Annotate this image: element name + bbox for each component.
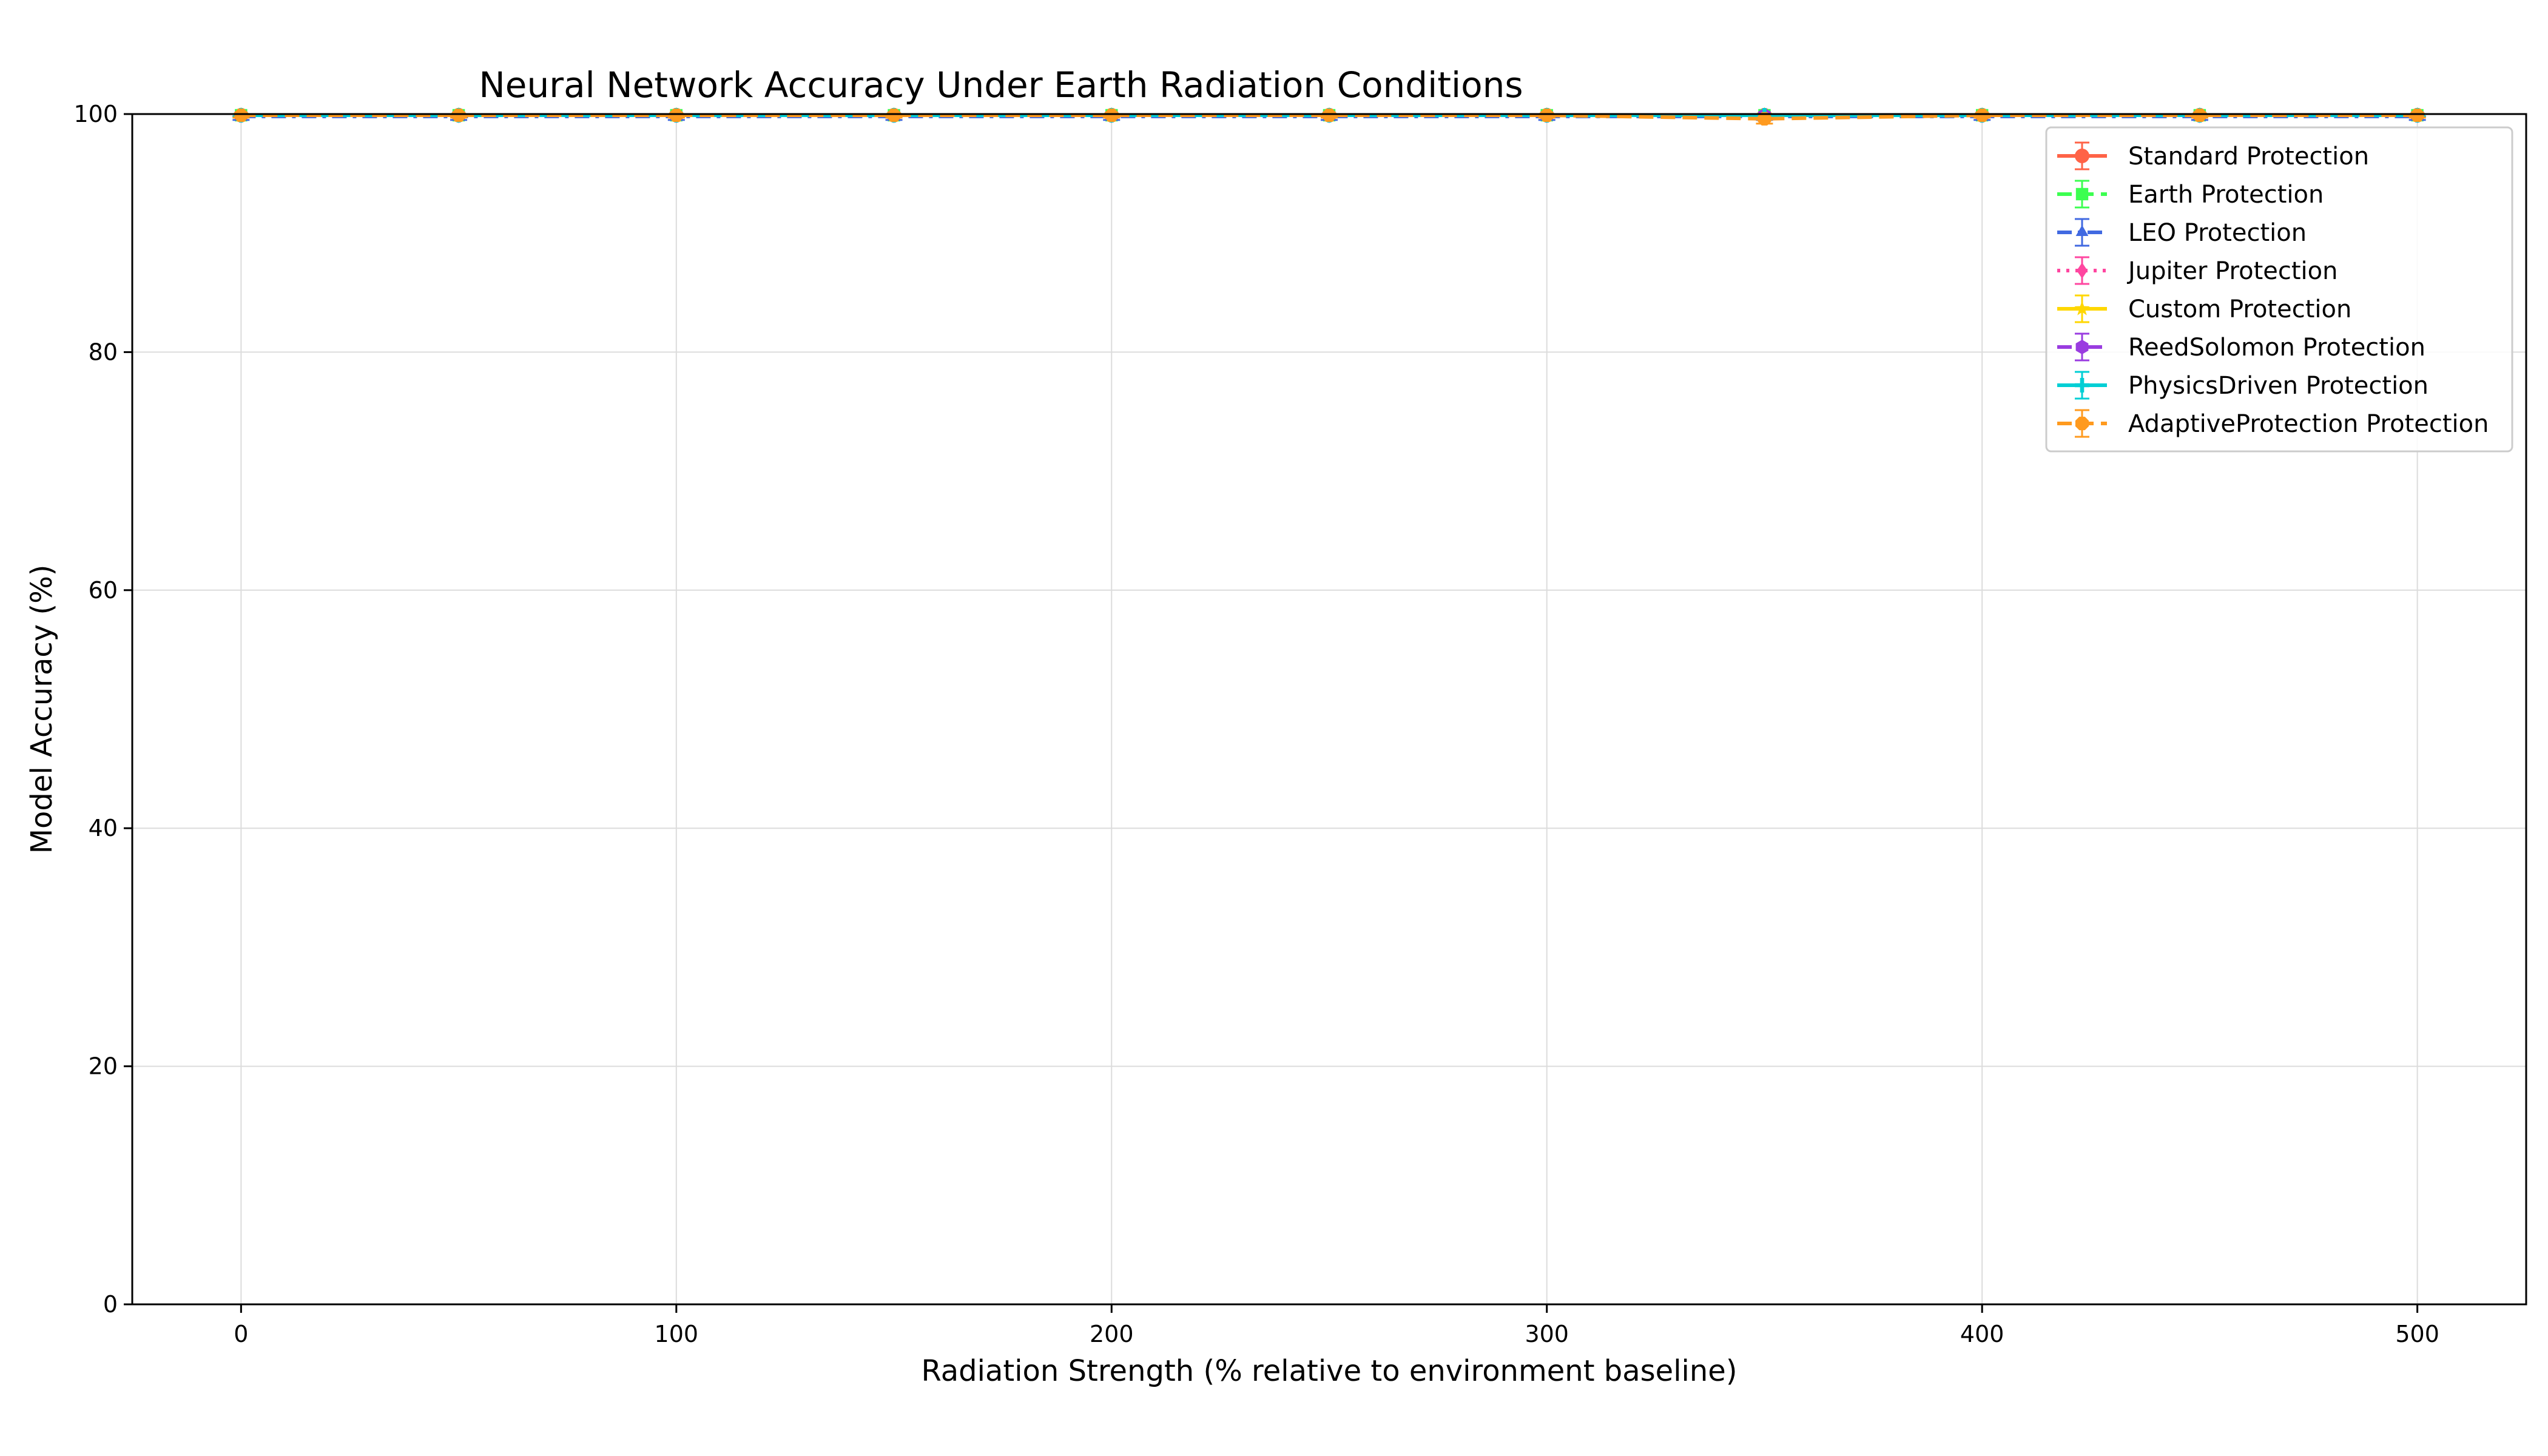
- legend-marker: [2074, 300, 2090, 315]
- data-point: [234, 108, 248, 122]
- legend-entry: Custom Protection: [2057, 294, 2351, 323]
- legend-box: [2045, 126, 2513, 453]
- y-tick-label: 0: [103, 1291, 118, 1318]
- y-axis-title: Model Accuracy (%): [25, 565, 59, 854]
- legend-label: Earth Protection: [2128, 181, 2324, 209]
- legend-marker: [2075, 149, 2089, 163]
- legend-entry: AdaptiveProtection Protection: [2057, 409, 2489, 438]
- x-tick-label: 100: [655, 1321, 699, 1347]
- data-point: [1758, 112, 1771, 126]
- x-tick-label: 400: [1960, 1321, 2004, 1347]
- axis-ticks: 0 100 200 300 400 500 0 20 40 60 80 100: [73, 101, 2439, 1347]
- data-point: [669, 108, 683, 122]
- y-tick-label: 40: [89, 815, 118, 841]
- legend-entry: Earth Protection: [2057, 180, 2324, 209]
- data-point: [1975, 108, 1989, 122]
- legend-entry: LEO Protection: [2057, 218, 2307, 247]
- legend-marker: [2075, 340, 2089, 354]
- legend-marker: [2075, 187, 2089, 201]
- data-point: [2410, 108, 2424, 122]
- y-tick-label: 100: [73, 101, 118, 127]
- y-tick-label: 60: [89, 577, 118, 604]
- x-tick-label: 200: [1090, 1321, 1134, 1347]
- legend-label: Custom Protection: [2128, 295, 2351, 323]
- legend-marker: [2075, 378, 2089, 393]
- x-tick-label: 0: [234, 1321, 248, 1347]
- legend-label: Standard Protection: [2128, 143, 2369, 170]
- data-point: [1540, 108, 1554, 122]
- legend-label: PhysicsDriven Protection: [2128, 372, 2428, 400]
- y-tick-label: 20: [89, 1053, 118, 1080]
- legend-marker: [2077, 262, 2088, 279]
- legend-label: AdaptiveProtection Protection: [2128, 410, 2489, 438]
- legend-label: LEO Protection: [2128, 219, 2307, 247]
- data-point: [2192, 108, 2206, 122]
- y-tick-label: 80: [89, 339, 118, 365]
- series-layer: [232, 107, 2426, 126]
- legend-entry: Standard Protection: [2057, 141, 2369, 170]
- legend-entry: Jupiter Protection: [2057, 256, 2337, 285]
- legend-marker: [2075, 416, 2089, 431]
- chart-title: Neural Network Accuracy Under Earth Radi…: [479, 64, 1523, 106]
- legend-entry: ReedSolomon Protection: [2057, 332, 2425, 362]
- legend: Standard Protection Earth Protection LEO P…: [2045, 126, 2513, 453]
- legend-marker: [2075, 225, 2089, 236]
- data-point: [887, 108, 901, 122]
- legend-entry: PhysicsDriven Protection: [2057, 371, 2428, 400]
- data-point: [1322, 108, 1336, 122]
- series-adaptiveprotection-protection: [232, 108, 2426, 126]
- data-point: [452, 108, 466, 122]
- x-axis-title: Radiation Strength (% relative to enviro…: [921, 1354, 1737, 1388]
- series-line: [241, 113, 2418, 121]
- x-tick-label: 300: [1525, 1321, 1569, 1347]
- legend-label: Jupiter Protection: [2126, 257, 2337, 285]
- data-point: [1105, 108, 1119, 122]
- legend-label: ReedSolomon Protection: [2128, 334, 2425, 362]
- plot-frame: [131, 113, 2527, 1306]
- x-tick-label: 500: [2395, 1321, 2439, 1347]
